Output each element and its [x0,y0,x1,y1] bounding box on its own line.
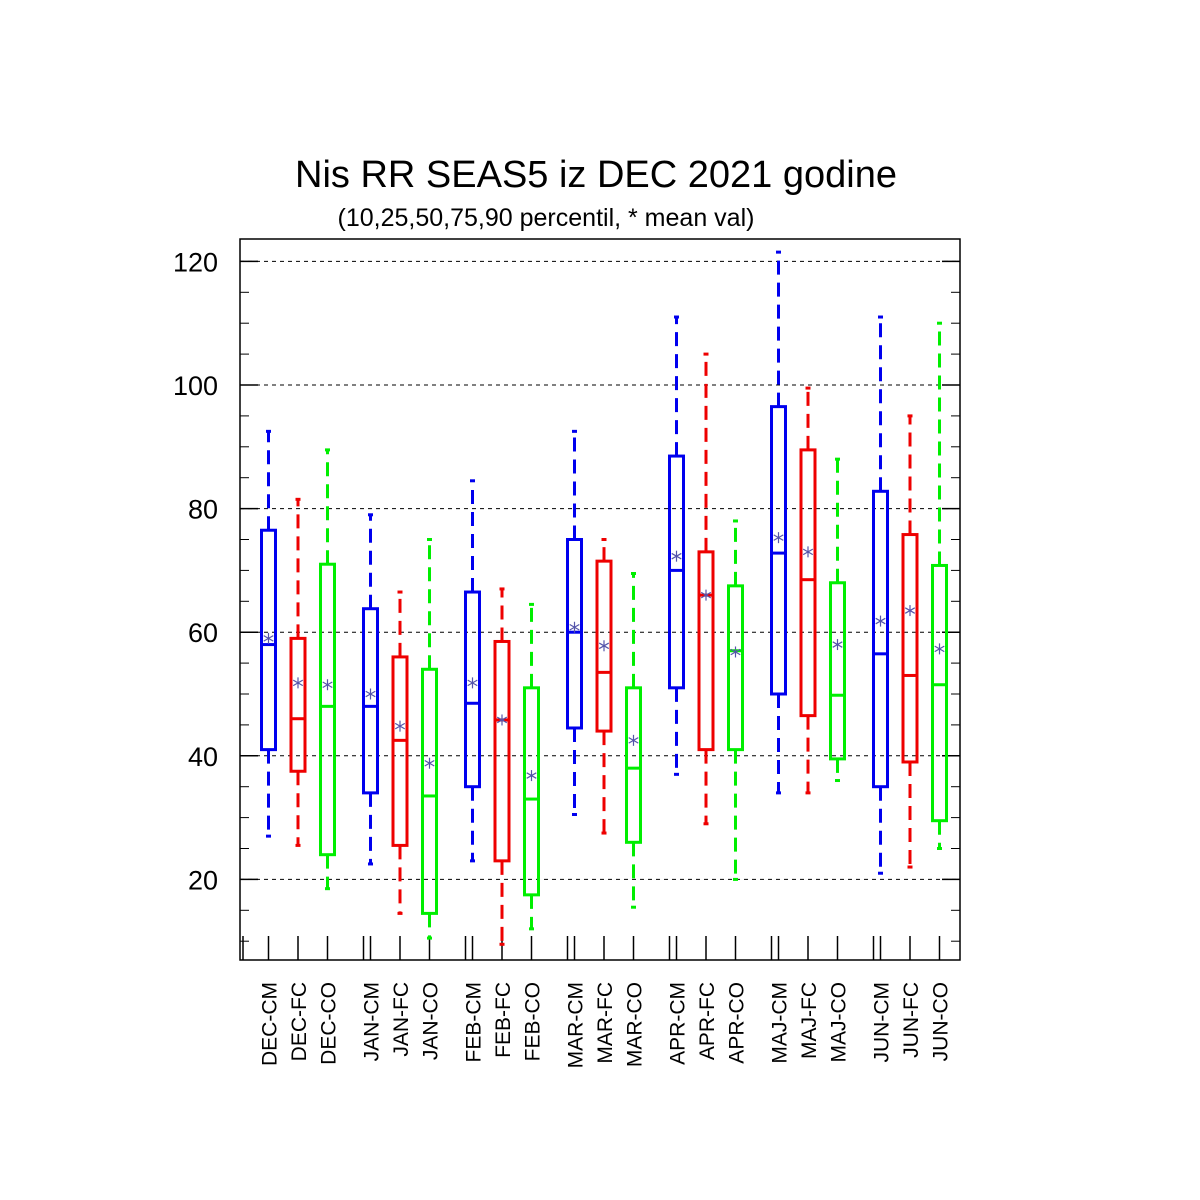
x-tick-label-feb-fc: FEB-FC [492,982,515,1058]
x-tick-label-apr-co: APR-CO [726,982,749,1064]
box-apr-cm [668,315,685,776]
plot-frame [239,238,961,961]
x-tick-label-mar-co: MAR-CO [624,982,647,1067]
box-iqr [727,584,744,752]
x-tick-label-dec-fc: DEC-FC [288,982,311,1061]
box-jan-fc [391,590,409,915]
box-feb-fc [493,587,511,946]
mean-marker [526,770,537,782]
boxes [260,250,948,946]
box-mar-cm [566,429,583,817]
mean-marker [773,532,784,544]
box-iqr [770,405,787,696]
y-tick-label-40: 40 [188,742,218,772]
mean-marker [394,720,406,732]
x-tick-label-jun-co: JUN-CO [930,982,953,1061]
box-mar-co [625,571,642,909]
mean-marker [671,550,682,562]
x-tick-label-jun-fc: JUN-FC [900,982,923,1058]
box-maj-cm [770,250,787,795]
mean-marker [263,632,274,644]
x-tick-label-jan-cm: JAN-CM [361,982,384,1061]
box-iqr [595,559,613,733]
box-iqr [493,639,511,863]
chart-subtitle: (10,25,50,75,90 percentil, * mean val) [338,204,755,232]
x-tick-label-jan-fc: JAN-FC [390,982,413,1057]
box-iqr [289,636,307,773]
box-iqr [697,550,715,752]
y-tick-label-100: 100 [173,371,218,401]
x-tick-label-jan-co: JAN-CO [420,982,443,1060]
chart-title: Nis RR SEAS5 iz DEC 2021 godine [295,154,897,196]
box-iqr [901,533,919,764]
x-tick-label-dec-cm: DEC-CM [259,982,282,1066]
box-jun-cm [872,315,889,875]
box-apr-fc [697,352,715,826]
mean-marker [934,643,945,655]
y-tick-label-80: 80 [188,495,218,525]
box-iqr [319,562,336,857]
mean-marker [598,640,610,652]
x-tick-label-mar-fc: MAR-FC [594,982,617,1064]
x-tick-label-maj-cm: MAJ-CM [769,982,792,1064]
mean-marker [496,714,508,726]
box-maj-co [829,457,846,783]
box-iqr [464,590,481,789]
mean-marker [365,688,376,700]
mean-marker [730,646,741,658]
box-feb-cm [464,479,481,863]
box-iqr [829,581,846,761]
x-tick-label-maj-co: MAJ-CO [828,982,851,1063]
box-iqr [566,538,583,730]
mean-marker [569,621,580,633]
box-jan-cm [362,513,379,866]
y-tick-label-120: 120 [173,247,218,277]
box-dec-fc [289,497,307,847]
mean-marker [424,757,435,769]
x-tick-label-apr-cm: APR-CM [667,982,690,1065]
box-iqr [625,686,642,844]
x-tick-label-jun-cm: JUN-CM [871,982,894,1062]
mean-marker [832,639,843,651]
y-tick-label-20: 20 [188,865,218,895]
box-iqr [931,563,948,823]
box-iqr [668,454,685,690]
mean-marker [292,677,304,689]
mean-marker [802,546,814,558]
x-tick-labels: DEC-CM DEC-FC DEC-CO JAN-CM JAN-FC JAN-CO FEB-… [259,982,953,1068]
box-dec-co [319,448,336,891]
y-tick-label-60: 60 [188,618,218,648]
mean-marker [700,589,712,601]
box-mar-fc [595,538,613,835]
box-iqr [523,686,540,897]
x-tick-label-feb-cm: FEB-CM [463,982,486,1063]
mean-marker [875,615,886,627]
x-tick-label-feb-co: FEB-CO [522,982,545,1061]
mean-marker [322,679,333,691]
box-iqr [362,607,379,795]
box-iqr [799,448,817,718]
box-iqr [260,528,277,752]
box-jun-fc [901,414,919,869]
box-iqr [391,655,409,847]
box-jan-co [421,538,438,940]
x-tick-label-mar-cm: MAR-CM [565,982,588,1068]
x-tick-label-apr-fc: APR-FC [696,982,719,1060]
mean-marker [467,677,478,689]
box-maj-fc [799,386,817,795]
box-apr-co [727,519,744,881]
grid-lines [240,260,960,880]
box-iqr [421,667,438,915]
x-tick-label-maj-fc: MAJ-FC [798,982,821,1059]
x-tick-label-dec-co: DEC-CO [318,982,341,1065]
box-dec-cm [260,429,277,838]
mean-marker [628,734,639,746]
axes: 20 40 60 80 100 120 [173,247,960,960]
box-jun-co [931,321,948,850]
mean-marker [904,605,916,617]
box-feb-co [523,602,540,931]
box-iqr [872,489,889,789]
